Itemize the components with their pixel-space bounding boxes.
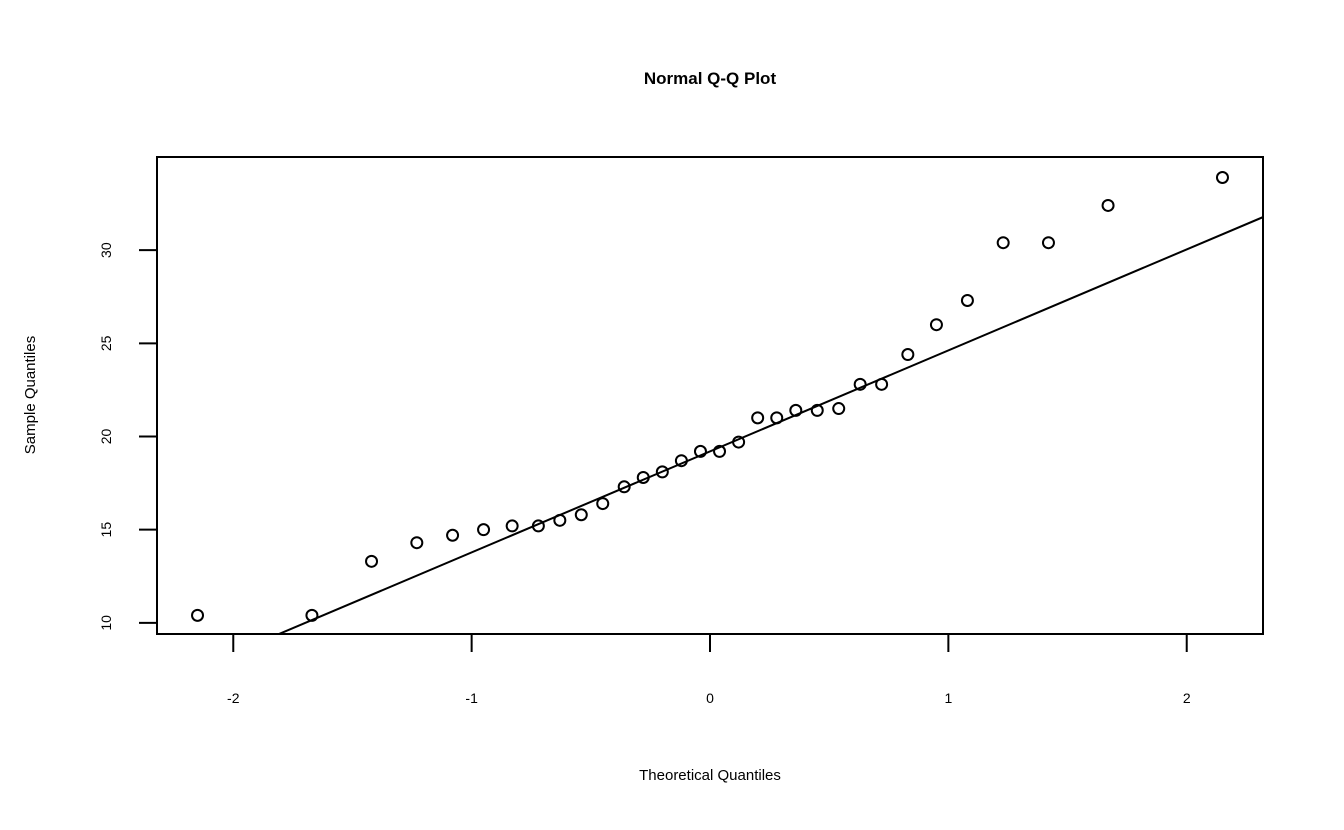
data-point xyxy=(693,444,707,458)
data-point xyxy=(810,403,824,417)
data-point xyxy=(636,470,650,484)
chart-title: Normal Q-Q Plot xyxy=(644,69,777,88)
y-tick-label: 25 xyxy=(98,335,114,351)
points-layer xyxy=(191,170,1229,622)
x-tick-label: -1 xyxy=(465,690,478,706)
y-tick-label: 15 xyxy=(98,522,114,538)
data-point xyxy=(751,411,765,425)
qq-reference-line xyxy=(276,216,1263,634)
data-point xyxy=(1041,236,1055,250)
data-point xyxy=(553,513,567,527)
data-point xyxy=(655,465,669,479)
data-point xyxy=(305,608,319,622)
data-point xyxy=(365,554,379,568)
data-point xyxy=(477,523,491,537)
data-point xyxy=(832,402,846,416)
x-axis: -2 -1 0 1 2 xyxy=(227,634,1191,706)
data-point xyxy=(960,293,974,307)
y-tick-label: 20 xyxy=(98,428,114,444)
data-point xyxy=(531,519,545,533)
data-point xyxy=(446,528,460,542)
data-point xyxy=(770,411,784,425)
x-tick-label: 2 xyxy=(1183,690,1191,706)
data-point xyxy=(574,508,588,522)
plot-frame xyxy=(156,156,1264,635)
data-point xyxy=(410,536,424,550)
x-tick-label: 0 xyxy=(706,690,714,706)
data-point xyxy=(191,608,205,622)
x-tick-label: -2 xyxy=(227,690,240,706)
data-point xyxy=(1101,198,1115,212)
y-tick-label: 30 xyxy=(98,242,114,258)
data-point xyxy=(875,377,889,391)
data-point xyxy=(713,444,727,458)
data-point xyxy=(1215,170,1229,184)
data-point xyxy=(996,236,1010,250)
plot-area xyxy=(156,156,1264,635)
x-tick-label: 1 xyxy=(944,690,952,706)
data-point xyxy=(732,435,746,449)
data-point xyxy=(674,454,688,468)
data-point xyxy=(901,348,915,362)
data-point xyxy=(853,377,867,391)
x-axis-label: Theoretical Quantiles xyxy=(639,767,781,784)
y-tick-label: 10 xyxy=(98,615,114,631)
y-axis-label: Sample Quantiles xyxy=(22,336,39,454)
data-point xyxy=(929,318,943,332)
data-point xyxy=(505,519,519,533)
data-point xyxy=(789,403,803,417)
y-axis: 10 15 20 25 30 xyxy=(98,242,157,631)
data-point xyxy=(617,480,631,494)
reference-line-layer xyxy=(276,216,1263,634)
data-point xyxy=(596,497,610,511)
